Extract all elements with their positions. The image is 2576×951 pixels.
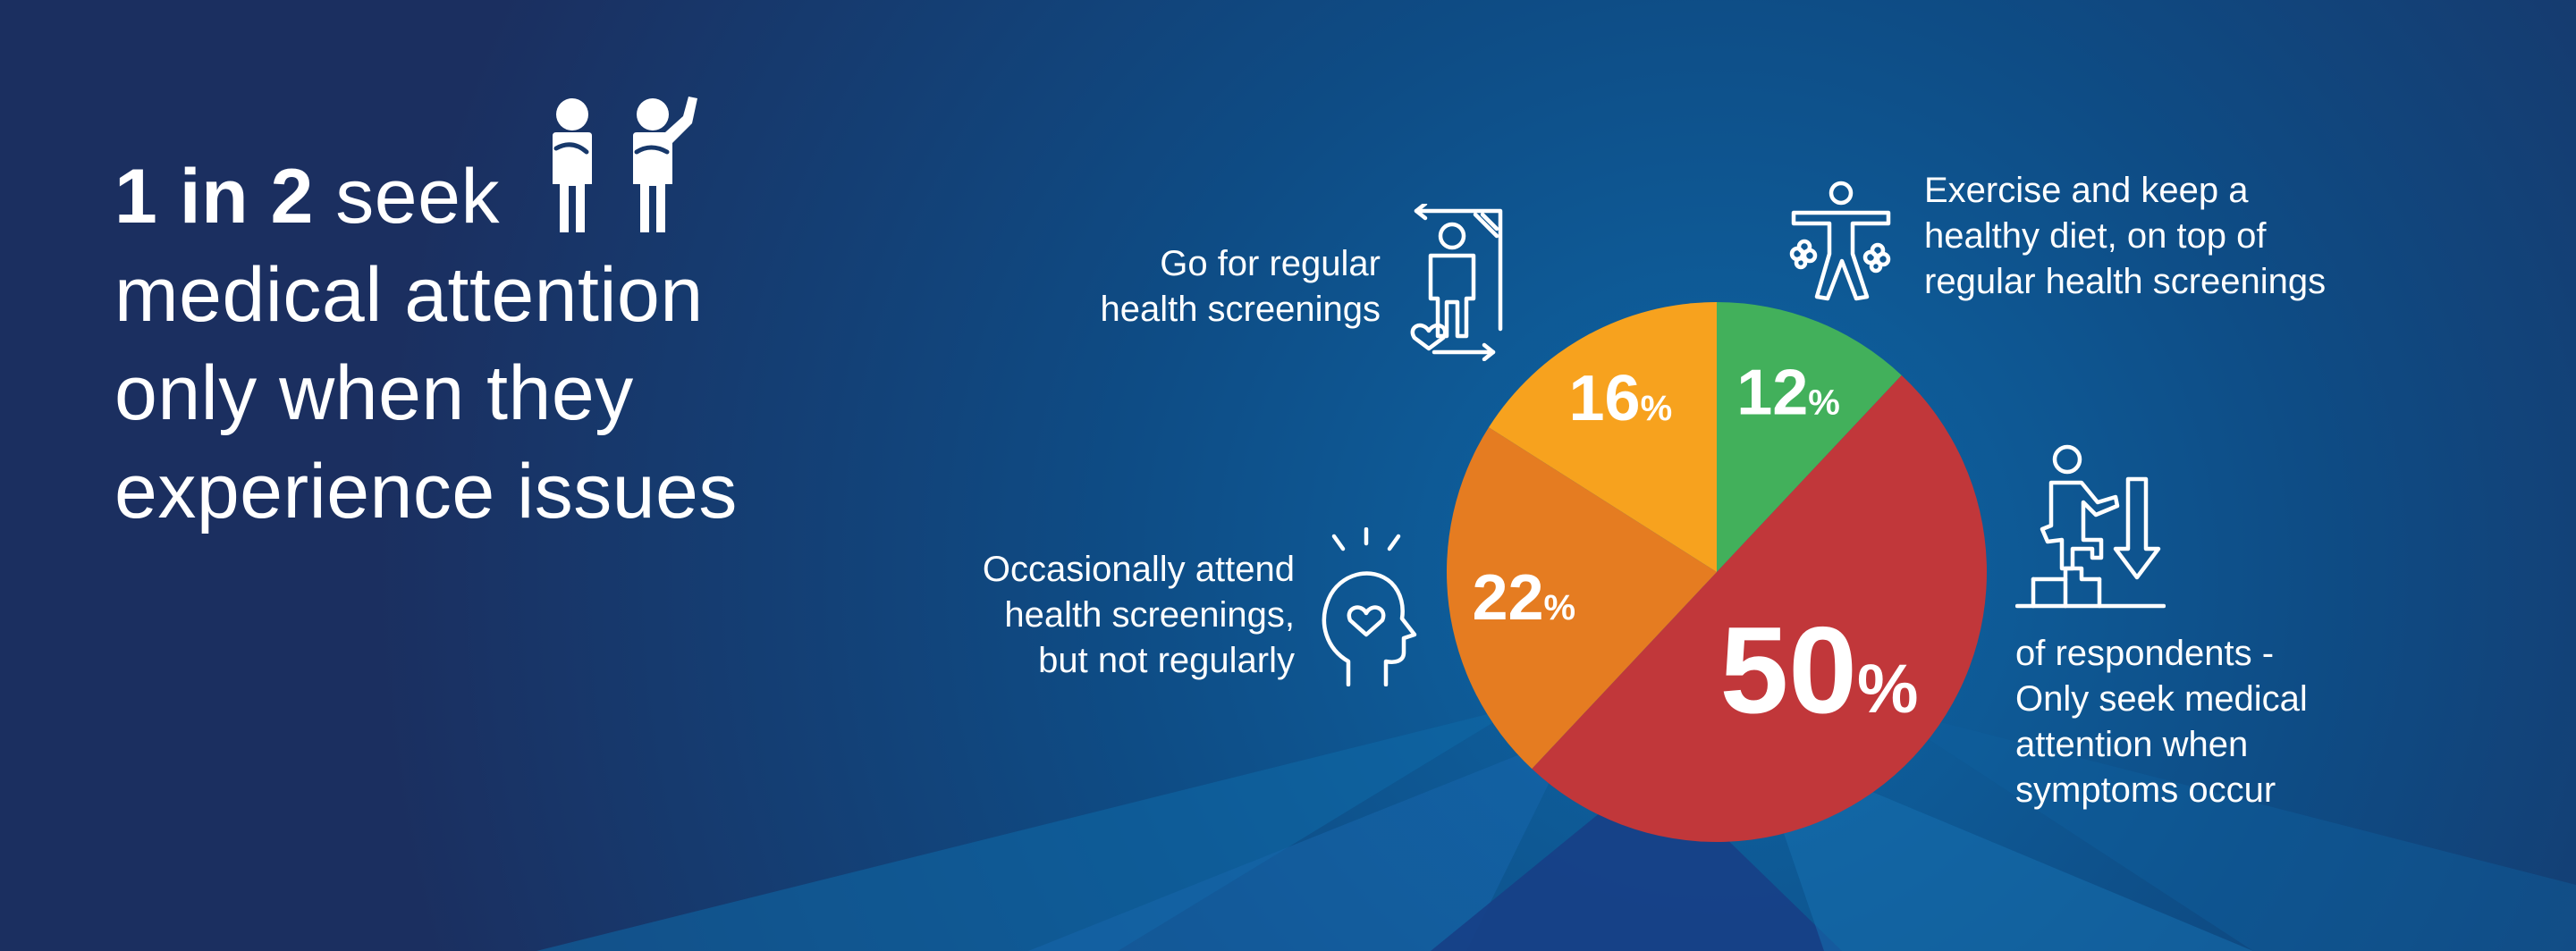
pie-slice-label-16: 16% (1569, 363, 1673, 434)
pie-slice-label-12: 12% (1736, 358, 1840, 429)
pie-slice-12 (1717, 302, 1902, 572)
label-occasional-line-2: health screenings, (1004, 595, 1295, 635)
slice-unit: % (1808, 383, 1840, 423)
slice-unit: % (1857, 651, 1918, 728)
pie-slice-22 (1447, 427, 1717, 770)
headline: 1 in 2 seek medical attention only when … (114, 147, 738, 541)
light-ray-center (1431, 769, 1842, 951)
label-regular-line-1: Go for regular (1160, 244, 1381, 283)
label-occasional: Occasionally attend health screenings, b… (983, 547, 1295, 684)
headline-seek: seek (335, 154, 500, 240)
mind-heart-icon (1322, 527, 1417, 686)
label-occasional-line-1: Occasionally attend (982, 550, 1295, 589)
label-exercise-line-2: healthy diet, on top of (1924, 216, 2267, 256)
headline-line-3: only when they (114, 350, 634, 436)
pie-slice-16 (1489, 302, 1717, 572)
headline-line-2: medical attention (114, 252, 704, 338)
label-regular-line-2: health screenings (1100, 290, 1381, 329)
slice-unit: % (1544, 588, 1576, 627)
pie-slice-label-22: 22% (1472, 562, 1575, 634)
label-exercise-line-1: Exercise and keep a (1924, 171, 2249, 210)
exercise-icon (1789, 181, 1891, 301)
label-symptoms-line-3: attention when (2015, 725, 2249, 764)
slice-value: 16 (1569, 363, 1641, 434)
slice-unit: % (1641, 389, 1673, 428)
light-ray-left (536, 706, 1520, 951)
slice-value: 22 (1472, 562, 1543, 634)
label-occasional-line-3: but not regularly (1038, 641, 1295, 680)
label-regular: Go for regular health screenings (1100, 241, 1381, 332)
light-ray-far-right (1878, 706, 2576, 951)
light-ray-right (1753, 742, 2253, 951)
label-symptoms: of respondents - Only seek medical atten… (2015, 631, 2308, 813)
health-screening-icon (1410, 204, 1503, 361)
stairs-down-icon (2015, 444, 2166, 609)
light-ray-center-left (1028, 733, 1574, 951)
label-exercise: Exercise and keep a healthy diet, on top… (1924, 168, 2326, 305)
label-symptoms-line-2: Only seek medical (2015, 679, 2308, 719)
slice-value: 50 (1719, 602, 1857, 739)
label-exercise-line-3: regular health screenings (1924, 262, 2327, 301)
slice-value: 12 (1736, 358, 1808, 429)
label-symptoms-line-1: of respondents - (2015, 634, 2275, 673)
two-people-icon (553, 97, 697, 232)
label-symptoms-line-4: symptoms occur (2015, 770, 2276, 810)
headline-highlight: 1 in 2 (114, 154, 314, 240)
headline-line-1: 1 in 2 seek (114, 147, 738, 246)
headline-line-4: experience issues (114, 449, 738, 534)
pie-slice-50 (1532, 375, 1987, 843)
pie-slice-label-50: 50% (1719, 602, 1918, 739)
